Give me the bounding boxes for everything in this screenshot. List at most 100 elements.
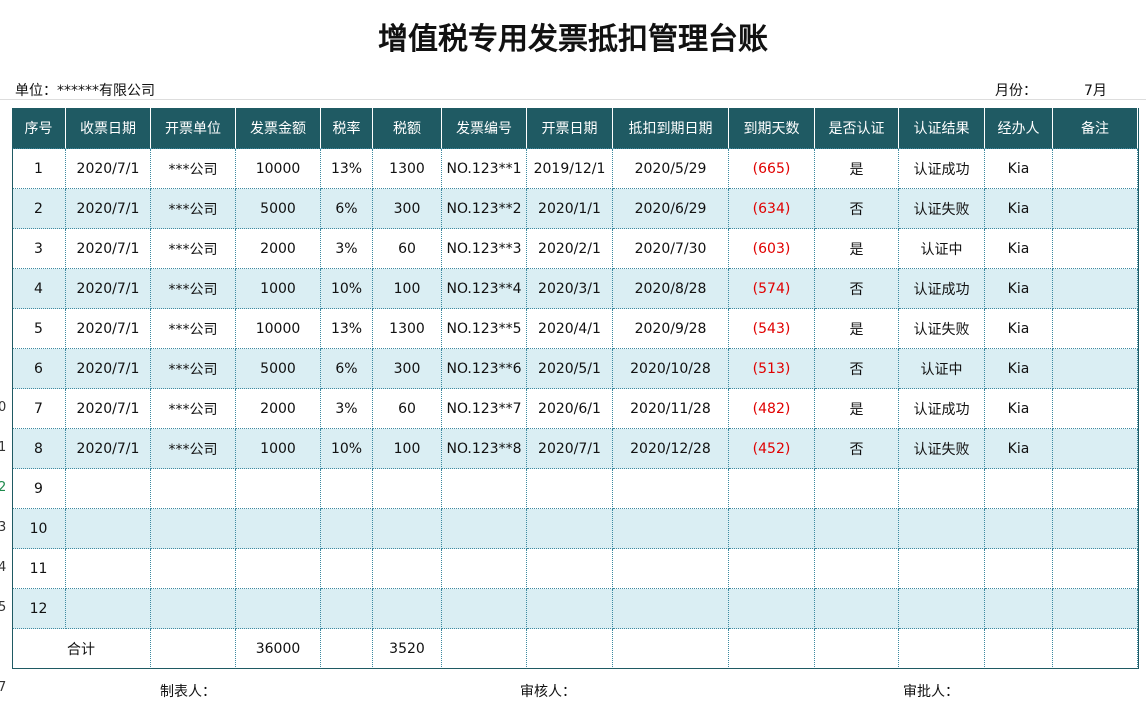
table-cell: 10000 (236, 309, 321, 349)
table-cell (66, 589, 151, 629)
table-cell: ***公司 (151, 149, 236, 189)
table-cell: 6% (321, 189, 373, 229)
table-cell: (482) (729, 389, 815, 429)
table-cell: 1000 (236, 429, 321, 469)
table-cell (66, 509, 151, 549)
table-cell: NO.123**8 (442, 429, 527, 469)
table-cell: 2000 (236, 229, 321, 269)
sheet-row-number: 3 (0, 520, 7, 535)
table-cell (527, 589, 613, 629)
table-cell: 2020/9/28 (613, 309, 729, 349)
table-cell (66, 469, 151, 509)
table-cell (815, 589, 899, 629)
table-cell (899, 589, 985, 629)
table-cell (1053, 189, 1138, 229)
table-cell (373, 589, 442, 629)
table-cell: ***公司 (151, 309, 236, 349)
table-cell: NO.123**3 (442, 229, 527, 269)
table-cell: 2019/12/1 (527, 149, 613, 189)
table-cell: 12 (12, 589, 66, 629)
title: 增值税专用发票抵扣管理台账 (378, 22, 768, 57)
table-cell: 是 (815, 309, 899, 349)
table-cell: 认证失败 (899, 189, 985, 229)
table-cell: ***公司 (151, 229, 236, 269)
sheet-row-number: 2 (0, 480, 7, 495)
table-cell (321, 549, 373, 589)
table-cell: NO.123**6 (442, 349, 527, 389)
table-cell: 认证失败 (899, 429, 985, 469)
column-header: 税额 (373, 108, 442, 149)
table-cell (613, 469, 729, 509)
column-header: 发票编号 (442, 108, 527, 149)
table-cell (151, 509, 236, 549)
maker: 制表人： (160, 684, 216, 700)
table-cell: 11 (12, 549, 66, 589)
table-cell: Kia (985, 349, 1053, 389)
table-cell: 300 (373, 349, 442, 389)
table-cell: Kia (985, 149, 1053, 189)
column-header: 经办人 (985, 108, 1053, 149)
table-cell (899, 469, 985, 509)
table-cell (1053, 229, 1138, 269)
table-cell: ***公司 (151, 389, 236, 429)
table-cell (527, 509, 613, 549)
column-header: 序号 (12, 108, 66, 149)
table-cell: 4 (12, 269, 66, 309)
table-cell (815, 509, 899, 549)
table-cell (729, 589, 815, 629)
table-cell: 2020/7/1 (66, 229, 151, 269)
table-cell: 否 (815, 429, 899, 469)
table-cell (729, 549, 815, 589)
table-cell: 是 (815, 389, 899, 429)
table-cell: 1000 (236, 269, 321, 309)
table-cell: Kia (985, 269, 1053, 309)
table-cell: 60 (373, 389, 442, 429)
table-cell: (665) (729, 149, 815, 189)
table-cell (236, 469, 321, 509)
table-cell (373, 549, 442, 589)
table-cell: 3 (12, 229, 66, 269)
table-cell: 2020/4/1 (527, 309, 613, 349)
table-cell: 2020/7/1 (66, 149, 151, 189)
table-cell: 3% (321, 389, 373, 429)
table-cell: 认证成功 (899, 389, 985, 429)
table-cell: 2020/7/1 (66, 189, 151, 229)
sheet-row-number: 4 (0, 560, 7, 575)
table-cell: 2020/2/1 (527, 229, 613, 269)
table-cell: 5000 (236, 349, 321, 389)
table-cell: 1300 (373, 149, 442, 189)
table-cell: 100 (373, 429, 442, 469)
table-cell: 2020/8/28 (613, 269, 729, 309)
table-cell: 认证失败 (899, 309, 985, 349)
table-cell: ***公司 (151, 189, 236, 229)
table-cell: 7 (12, 389, 66, 429)
table-cell: 13% (321, 149, 373, 189)
table-cell: 6 (12, 349, 66, 389)
table-cell: 2020/3/1 (527, 269, 613, 309)
table-cell: NO.123**2 (442, 189, 527, 229)
table-cell: 10% (321, 269, 373, 309)
table-cell: (574) (729, 269, 815, 309)
table-cell: 认证中 (899, 229, 985, 269)
table-cell: 否 (815, 349, 899, 389)
table-cell: 2020/7/1 (527, 429, 613, 469)
table-cell: 2020/5/29 (613, 149, 729, 189)
table-cell (985, 469, 1053, 509)
table-cell (899, 549, 985, 589)
table-cell: 否 (815, 189, 899, 229)
table-cell: 2020/7/1 (66, 429, 151, 469)
table-cell (1053, 589, 1138, 629)
table-cell: 2020/7/1 (66, 269, 151, 309)
table-cell: (452) (729, 429, 815, 469)
table-cell (527, 469, 613, 509)
table-cell (321, 469, 373, 509)
table-cell: 2020/12/28 (613, 429, 729, 469)
table-cell: 5000 (236, 189, 321, 229)
table-cell: 2020/11/28 (613, 389, 729, 429)
table-cell (613, 549, 729, 589)
table-cell (729, 509, 815, 549)
table-cell (815, 549, 899, 589)
table-cell: 60 (373, 229, 442, 269)
table-cell (613, 589, 729, 629)
